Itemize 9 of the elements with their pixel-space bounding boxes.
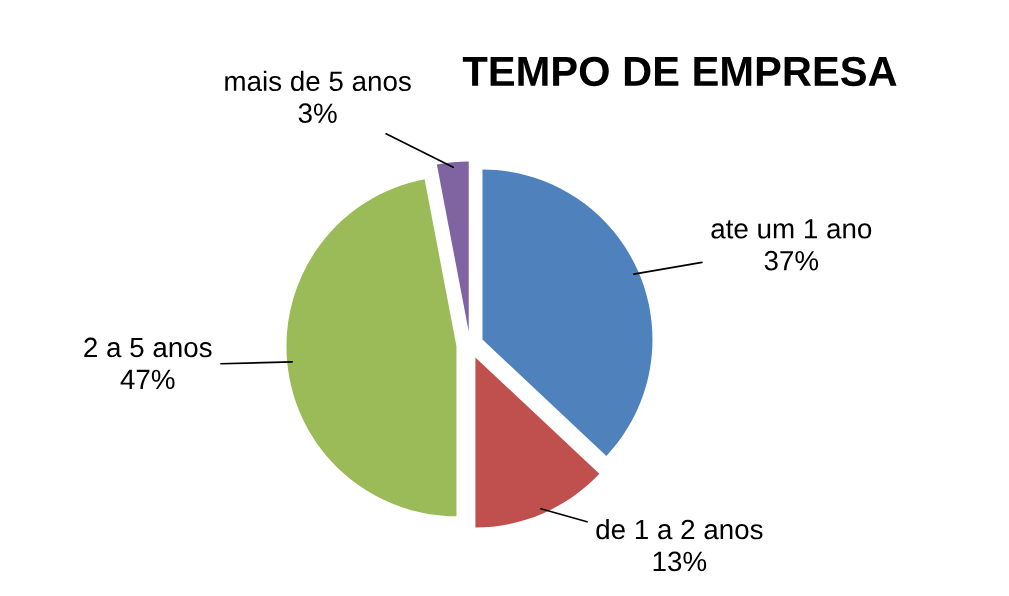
data-label: 47% bbox=[120, 369, 175, 390]
slice-label: 2 a 5 anos bbox=[84, 337, 212, 358]
slice-label: ate um 1 ano bbox=[711, 219, 872, 239]
slice-label: de 1 a 2 anos bbox=[596, 518, 763, 540]
chart-title: TEMPO DE EMPRESA bbox=[462, 56, 897, 87]
data-label: 13% bbox=[653, 551, 707, 572]
slice-label: mais de 5 anos bbox=[225, 70, 411, 92]
data-label: 37% bbox=[764, 250, 819, 271]
data-label: 3% bbox=[298, 103, 337, 124]
